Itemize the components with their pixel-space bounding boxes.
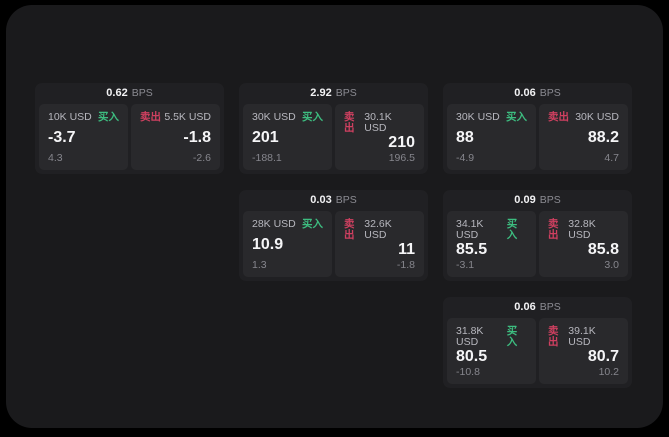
buy-price: -3.7 [48,128,76,146]
sell-quote-pane[interactable]: 卖出 39.1K USD 80.7 10.2 [539,318,628,384]
buy-price: 201 [252,128,279,146]
buy-quote-pane[interactable]: 34.1K USD 买入 85.5 -3.1 [447,211,536,277]
buy-price: 10.9 [252,235,284,253]
sell-price: 88.2 [587,128,619,146]
buy-quote-pane[interactable]: 31.8K USD 买入 80.5 -10.8 [447,318,536,384]
buy-size: 34.1K USD [456,218,484,241]
quote-card: 0.03 BPS 28K USD 买入 10.9 1.3 卖出 32.6K US… [239,190,428,281]
bps-header: 0.09 BPS [443,190,632,211]
bps-value: 0.09 [514,194,536,206]
bps-value: 2.92 [310,87,332,99]
bps-unit-label: BPS [131,87,153,100]
sell-delta: -2.6 [192,151,211,164]
buy-side-label: 买入 [506,111,527,123]
bps-unit-label: BPS [539,301,561,314]
sell-price: 80.7 [587,347,619,365]
quote-card-body: 34.1K USD 买入 85.5 -3.1 卖出 32.8K USD 85.8… [443,211,632,277]
buy-size: 10K USD [48,111,92,123]
bps-header: 0.03 BPS [239,190,428,211]
buy-size: 28K USD [252,218,296,230]
sell-price: -1.8 [183,128,211,146]
bps-unit-label: BPS [335,194,357,207]
buy-delta: -3.1 [456,258,475,271]
sell-side-label: 卖出 [140,111,161,123]
sell-quote-pane[interactable]: 卖出 5.5K USD -1.8 -2.6 [131,104,220,170]
quote-card: 2.92 BPS 30K USD 买入 201 -188.1 卖出 30.1K … [239,83,428,174]
buy-side-label: 买入 [506,218,518,241]
buy-side-label: 买入 [302,111,323,123]
sell-size: 30.1K USD [364,111,392,134]
sell-delta: 196.5 [388,151,415,164]
sell-quote-pane[interactable]: 卖出 30.1K USD 210 196.5 [335,104,424,170]
bps-value: 0.06 [514,87,536,99]
sell-quote-pane[interactable]: 卖出 32.6K USD 11 -1.8 [335,211,424,277]
sell-side-label: 卖出 [548,325,559,348]
quote-card-body: 10K USD 买入 -3.7 4.3 卖出 5.5K USD -1.8 -2.… [35,104,224,170]
buy-side-label: 买入 [302,218,323,230]
sell-side-label: 卖出 [344,218,355,241]
quote-card-body: 30K USD 买入 88 -4.9 卖出 30K USD 88.2 4.7 [443,104,632,170]
sell-side-label: 卖出 [548,218,559,241]
sell-delta: 10.2 [598,365,619,378]
sell-quote-pane[interactable]: 卖出 32.8K USD 85.8 3.0 [539,211,628,277]
quote-card-body: 31.8K USD 买入 80.5 -10.8 卖出 39.1K USD 80.… [443,318,632,384]
bps-header: 0.06 BPS [443,297,632,318]
quote-card: 0.09 BPS 34.1K USD 买入 85.5 -3.1 卖出 32.8K… [443,190,632,281]
sell-size: 39.1K USD [568,325,596,348]
buy-price: 88 [456,128,474,146]
sell-side-label: 卖出 [344,111,355,134]
buy-size: 30K USD [252,111,296,123]
buy-size: 31.8K USD [456,325,484,348]
sell-size: 32.6K USD [364,218,392,241]
quote-card-body: 28K USD 买入 10.9 1.3 卖出 32.6K USD 11 -1.8 [239,211,428,277]
quote-card: 0.06 BPS 31.8K USD 买入 80.5 -10.8 卖出 39.1… [443,297,632,388]
buy-delta: -4.9 [456,151,475,164]
sell-price: 210 [388,133,415,151]
sell-size: 32.8K USD [568,218,596,241]
sell-side-label: 卖出 [548,111,569,123]
buy-side-label: 买入 [98,111,119,123]
buy-quote-pane[interactable]: 28K USD 买入 10.9 1.3 [243,211,332,277]
buy-quote-pane[interactable]: 30K USD 买入 88 -4.9 [447,104,536,170]
sell-delta: -1.8 [396,258,415,271]
buy-quote-pane[interactable]: 30K USD 买入 201 -188.1 [243,104,332,170]
quote-card: 0.62 BPS 10K USD 买入 -3.7 4.3 卖出 5.5K USD… [35,83,224,174]
quote-card-body: 30K USD 买入 201 -188.1 卖出 30.1K USD 210 1… [239,104,428,170]
bps-unit-label: BPS [539,87,561,100]
sell-quote-pane[interactable]: 卖出 30K USD 88.2 4.7 [539,104,628,170]
sell-price: 85.8 [587,240,619,258]
sell-size: 30K USD [575,111,619,123]
buy-size: 30K USD [456,111,500,123]
buy-price: 85.5 [456,240,488,258]
bps-unit-label: BPS [539,194,561,207]
buy-delta: -10.8 [456,365,480,378]
sell-size: 5.5K USD [164,111,211,123]
sell-price: 11 [398,240,415,258]
buy-side-label: 买入 [506,325,518,348]
sell-delta: 4.7 [604,151,619,164]
buy-quote-pane[interactable]: 10K USD 买入 -3.7 4.3 [39,104,128,170]
bps-unit-label: BPS [335,87,357,100]
bps-header: 0.06 BPS [443,83,632,104]
bps-value: 0.03 [310,194,332,206]
bps-value: 0.06 [514,301,536,313]
bps-value: 0.62 [106,87,128,99]
quote-card: 0.06 BPS 30K USD 买入 88 -4.9 卖出 30K USD 8… [443,83,632,174]
bps-header: 2.92 BPS [239,83,428,104]
bps-header: 0.62 BPS [35,83,224,104]
sell-delta: 3.0 [604,258,619,271]
buy-delta: 1.3 [252,258,267,271]
buy-price: 80.5 [456,347,488,365]
buy-delta: 4.3 [48,151,63,164]
buy-delta: -188.1 [252,151,282,164]
